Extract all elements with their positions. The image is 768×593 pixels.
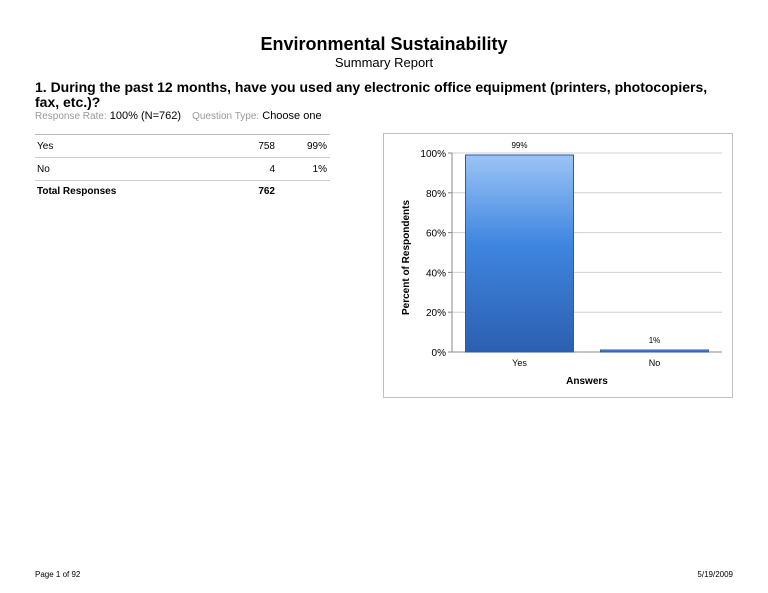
question-text: 1. During the past 12 months, have you u…	[35, 79, 708, 110]
bar-data-label: 1%	[649, 336, 661, 345]
total-label: Total Responses	[37, 185, 117, 197]
bar	[600, 349, 709, 353]
table-row: No 4 1%	[35, 157, 330, 181]
response-rate-label: Response Rate:	[35, 111, 107, 122]
y-tick-label: 100%	[420, 149, 446, 160]
bar-data-label: 99%	[511, 141, 527, 150]
y-tick-label: 60%	[426, 229, 446, 240]
total-row: Total Responses 762	[35, 181, 330, 202]
bar-chart: 0% 20% 40% 60% 80% 100% 99% Yes 1% No Answers Perce…	[383, 133, 733, 398]
response-rate-value: 100% (N=762)	[109, 110, 182, 122]
answer-label: Yes	[35, 134, 237, 158]
table-row: Yes 758 99%	[35, 134, 330, 158]
x-axis-title: Answers	[566, 376, 608, 387]
bar-chart-svg: 0% 20% 40% 60% 80% 100% 99% Yes 1% No Answers Perce…	[401, 141, 722, 387]
y-tick-label: 40%	[426, 268, 446, 279]
y-tick-label: 80%	[426, 189, 446, 200]
report-title: Environmental Sustainability	[260, 34, 508, 54]
y-tick-label: 20%	[426, 308, 446, 319]
question-type-label: Question Type:	[192, 111, 260, 122]
answer-label: No	[35, 157, 237, 181]
answer-percent: 99%	[275, 134, 330, 158]
bar	[465, 154, 574, 353]
x-tick-label: Yes	[512, 358, 527, 368]
answer-count: 4	[237, 157, 275, 181]
question-type-value: Choose one	[262, 110, 322, 122]
question-meta: Response Rate: 100% (N=762) Question Typ…	[35, 110, 330, 122]
answer-count: 758	[237, 134, 275, 158]
y-tick-label: 0%	[432, 348, 447, 359]
y-axis-title: Percent of Respondents	[401, 200, 412, 315]
answer-percent: 1%	[275, 157, 330, 181]
page-number: Page 1 of 92	[35, 570, 81, 579]
report-date: 5/19/2009	[697, 570, 733, 579]
responses-table: Yes 758 99% No 4 1% Total Responses 762	[35, 134, 330, 201]
x-tick-label: No	[649, 358, 661, 368]
total-value: 762	[258, 185, 275, 197]
report-subtitle: Summary Report	[334, 55, 434, 70]
